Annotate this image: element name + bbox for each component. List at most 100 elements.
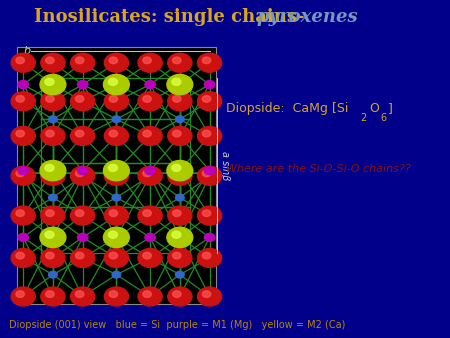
Circle shape bbox=[202, 252, 211, 259]
Circle shape bbox=[40, 227, 66, 247]
Circle shape bbox=[104, 74, 129, 95]
Circle shape bbox=[138, 53, 162, 72]
Circle shape bbox=[46, 170, 54, 177]
Text: 6: 6 bbox=[381, 113, 387, 123]
Circle shape bbox=[168, 92, 192, 111]
Circle shape bbox=[198, 248, 222, 267]
Circle shape bbox=[104, 248, 128, 267]
Circle shape bbox=[109, 170, 117, 177]
Circle shape bbox=[49, 116, 57, 123]
Circle shape bbox=[76, 57, 84, 64]
Text: a sinβ: a sinβ bbox=[220, 151, 230, 180]
Circle shape bbox=[173, 210, 181, 217]
Bar bbox=[17, 47, 216, 304]
Circle shape bbox=[198, 287, 222, 306]
Circle shape bbox=[202, 170, 211, 177]
Circle shape bbox=[176, 194, 184, 201]
Circle shape bbox=[11, 287, 35, 306]
Circle shape bbox=[109, 96, 117, 102]
Circle shape bbox=[11, 248, 35, 267]
Circle shape bbox=[16, 210, 24, 217]
Text: Diopside:  CaMg [Si: Diopside: CaMg [Si bbox=[226, 102, 349, 115]
Circle shape bbox=[71, 166, 95, 185]
Circle shape bbox=[104, 206, 128, 225]
Circle shape bbox=[168, 126, 192, 145]
Circle shape bbox=[104, 126, 128, 145]
Circle shape bbox=[198, 166, 222, 185]
Circle shape bbox=[77, 80, 88, 89]
Circle shape bbox=[76, 252, 84, 259]
Circle shape bbox=[45, 78, 54, 86]
Circle shape bbox=[11, 92, 35, 111]
Circle shape bbox=[109, 210, 117, 217]
Circle shape bbox=[167, 161, 193, 181]
Circle shape bbox=[46, 130, 54, 137]
Circle shape bbox=[176, 116, 184, 123]
Circle shape bbox=[40, 74, 66, 95]
Circle shape bbox=[76, 210, 84, 217]
Circle shape bbox=[104, 161, 129, 181]
Circle shape bbox=[71, 126, 95, 145]
Circle shape bbox=[41, 287, 65, 306]
Circle shape bbox=[173, 57, 181, 64]
Circle shape bbox=[143, 96, 151, 102]
Circle shape bbox=[143, 252, 151, 259]
Circle shape bbox=[108, 78, 117, 86]
Text: Diopside (001) view   blue = Si  purple = M1 (Mg)   yellow = M2 (Ca): Diopside (001) view blue = Si purple = M… bbox=[9, 319, 345, 330]
Text: O: O bbox=[369, 102, 379, 115]
Text: ]: ] bbox=[388, 102, 393, 115]
Circle shape bbox=[138, 126, 162, 145]
Circle shape bbox=[46, 291, 54, 297]
Text: 2: 2 bbox=[360, 113, 366, 123]
Circle shape bbox=[167, 227, 193, 247]
Circle shape bbox=[198, 92, 222, 111]
Circle shape bbox=[104, 287, 128, 306]
Circle shape bbox=[71, 53, 95, 72]
Circle shape bbox=[49, 194, 57, 201]
Circle shape bbox=[18, 80, 28, 89]
Circle shape bbox=[76, 96, 84, 102]
Circle shape bbox=[46, 252, 54, 259]
Circle shape bbox=[198, 53, 222, 72]
Circle shape bbox=[46, 210, 54, 217]
Circle shape bbox=[16, 96, 24, 102]
Circle shape bbox=[45, 164, 54, 171]
Circle shape bbox=[11, 126, 35, 145]
Circle shape bbox=[49, 271, 57, 278]
Circle shape bbox=[71, 248, 95, 267]
Circle shape bbox=[168, 248, 192, 267]
Circle shape bbox=[202, 210, 211, 217]
Text: b: b bbox=[23, 46, 30, 56]
Circle shape bbox=[112, 116, 121, 123]
Circle shape bbox=[46, 96, 54, 102]
Circle shape bbox=[76, 130, 84, 137]
Circle shape bbox=[143, 291, 151, 297]
Circle shape bbox=[112, 271, 121, 278]
Circle shape bbox=[138, 206, 162, 225]
Circle shape bbox=[76, 291, 84, 297]
Circle shape bbox=[104, 166, 128, 185]
Circle shape bbox=[71, 92, 95, 111]
Circle shape bbox=[143, 130, 151, 137]
Circle shape bbox=[112, 194, 121, 201]
Circle shape bbox=[198, 126, 222, 145]
Circle shape bbox=[202, 130, 211, 137]
Circle shape bbox=[41, 92, 65, 111]
Circle shape bbox=[143, 170, 151, 177]
Circle shape bbox=[138, 166, 162, 185]
Circle shape bbox=[198, 206, 222, 225]
Circle shape bbox=[167, 74, 193, 95]
Circle shape bbox=[173, 291, 181, 297]
Circle shape bbox=[172, 164, 181, 171]
Circle shape bbox=[104, 53, 128, 72]
Circle shape bbox=[204, 167, 215, 175]
Circle shape bbox=[77, 233, 88, 241]
Circle shape bbox=[143, 210, 151, 217]
Text: Inosilicates: single chains-: Inosilicates: single chains- bbox=[35, 8, 318, 26]
Circle shape bbox=[176, 271, 184, 278]
Circle shape bbox=[138, 92, 162, 111]
Circle shape bbox=[16, 170, 24, 177]
Circle shape bbox=[204, 80, 215, 89]
Circle shape bbox=[138, 287, 162, 306]
Circle shape bbox=[46, 57, 54, 64]
